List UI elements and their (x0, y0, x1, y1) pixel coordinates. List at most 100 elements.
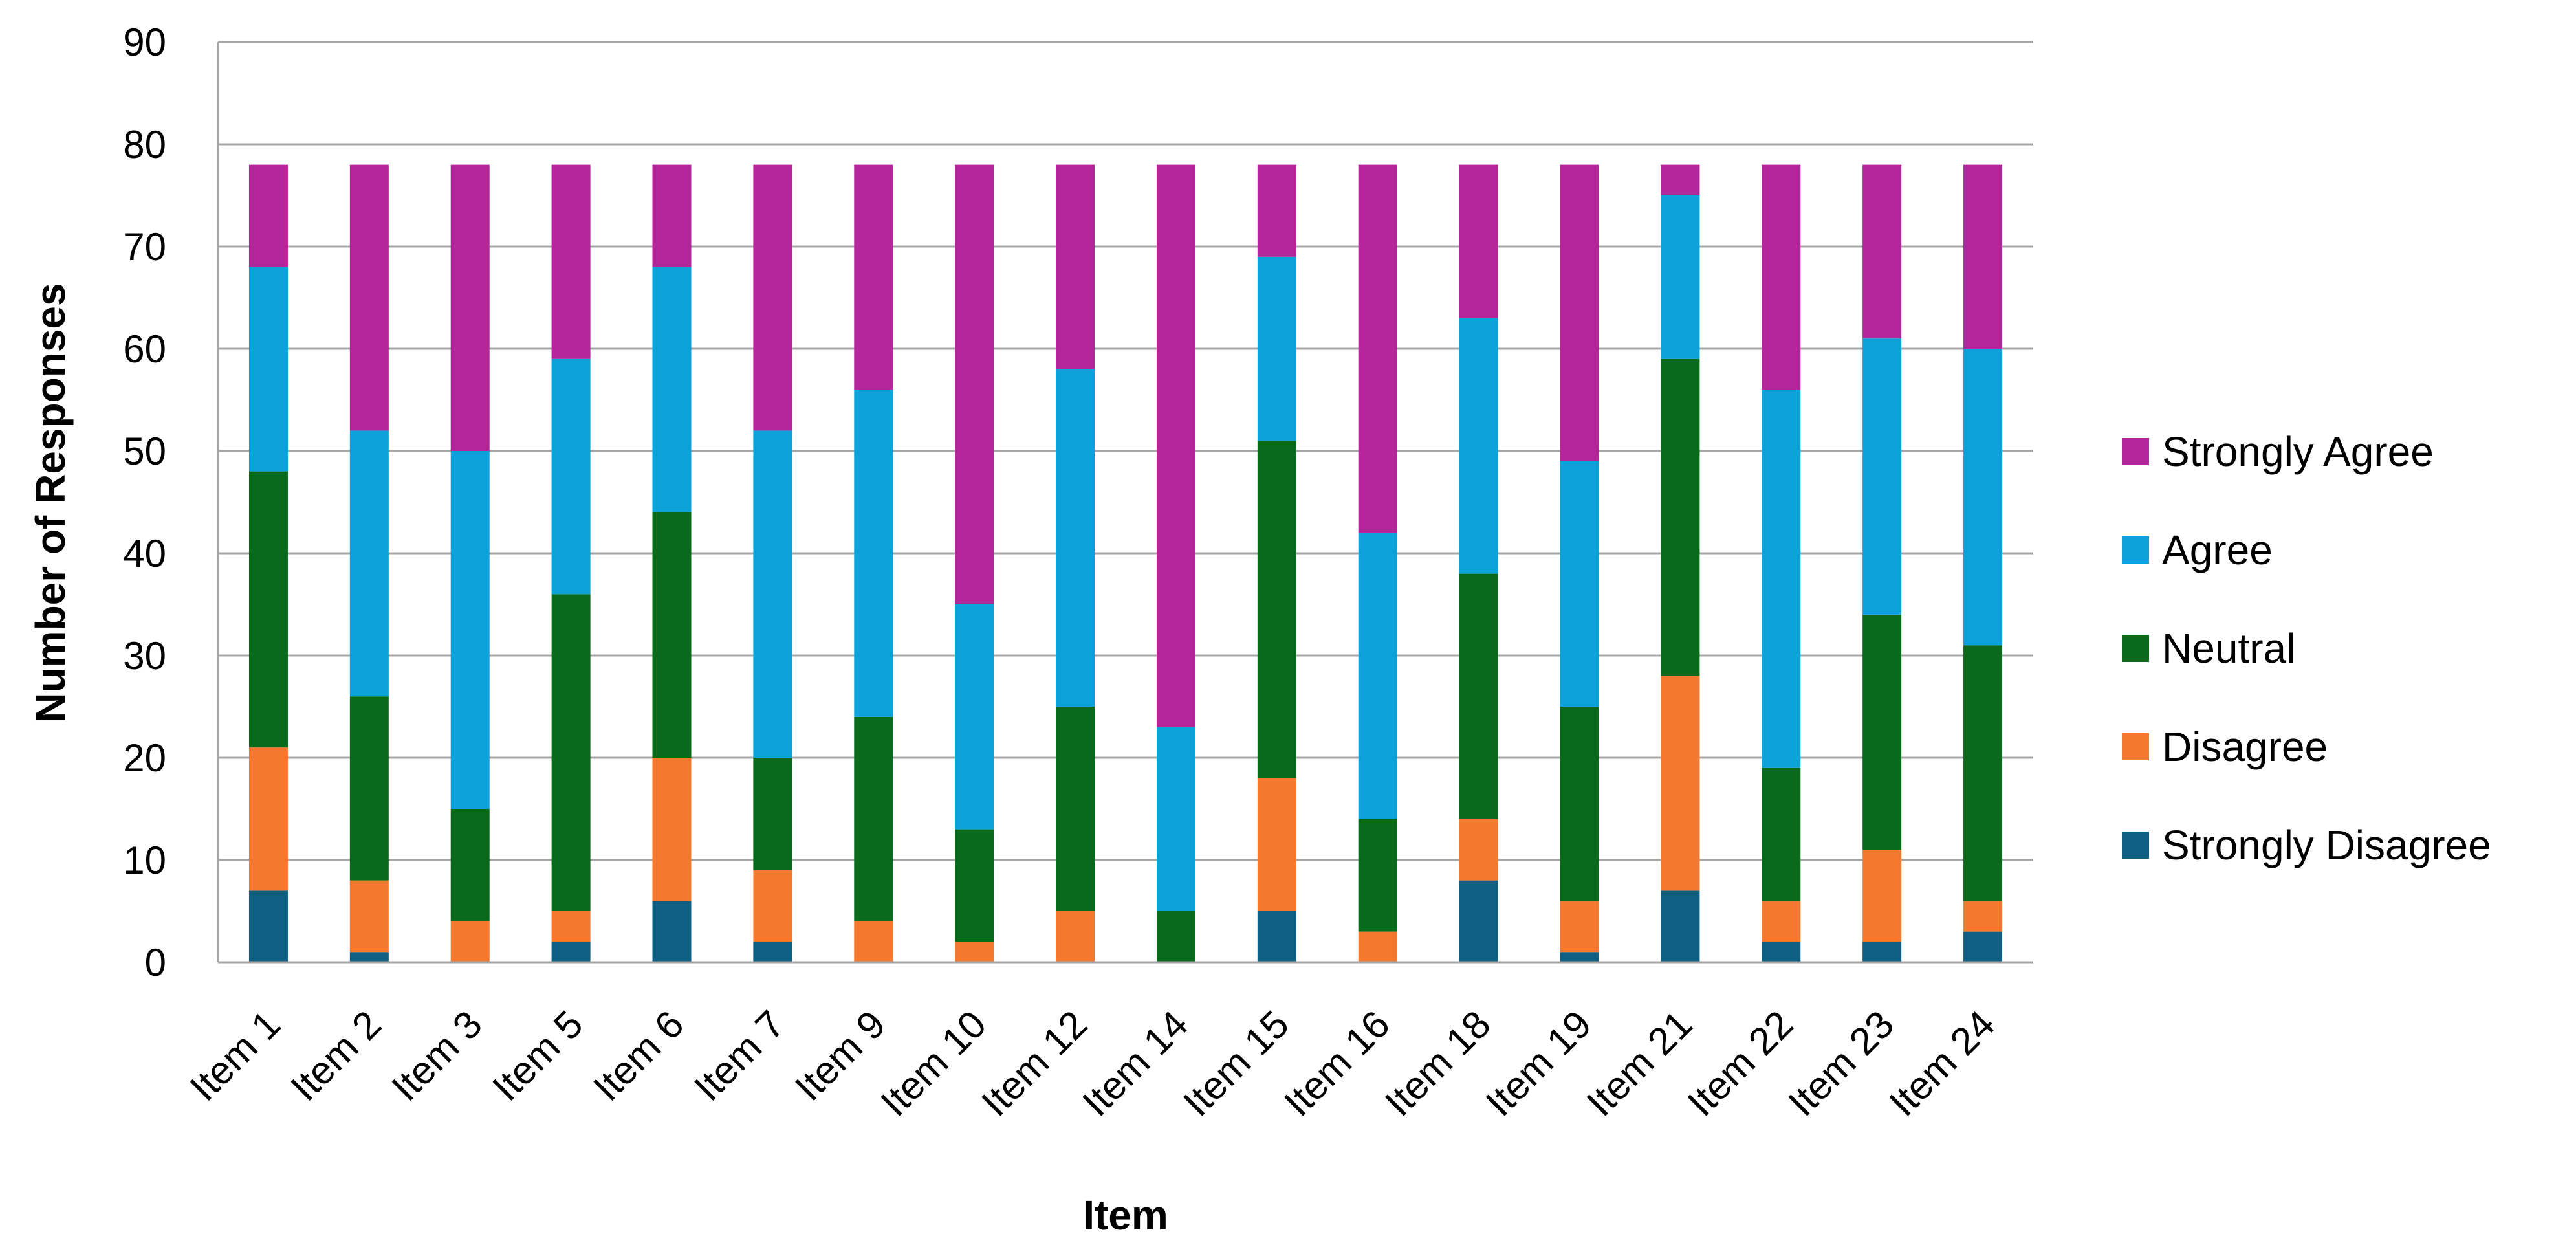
bar-segment-neutral (551, 594, 591, 911)
bar-segment-agree (1459, 318, 1498, 574)
bar-segment-neutral (349, 696, 389, 881)
bar-segment-neutral (753, 758, 792, 870)
bar-segment-strongly-disagree (1560, 952, 1599, 962)
bar-segment-strongly-disagree (551, 942, 591, 962)
x-tick-label: Item 24 (1881, 1002, 2003, 1125)
bar-segment-disagree (652, 758, 692, 901)
legend-swatch (2122, 536, 2149, 564)
bar-segment-disagree (854, 921, 893, 962)
y-tick-label: 30 (123, 634, 166, 678)
bar-segment-neutral (1358, 819, 1397, 932)
x-tick-label: Item 14 (1074, 1002, 1196, 1125)
y-axis-title: Number of Responses (27, 283, 74, 722)
bar-segment-neutral (1257, 441, 1296, 778)
bar-segment-strongly-agree (1560, 164, 1599, 461)
x-tick-label: Item 22 (1679, 1002, 1802, 1125)
bar-segment-disagree (753, 870, 792, 942)
bar-segment-strongly-agree (1661, 164, 1700, 195)
legend-item: Neutral (2122, 625, 2295, 672)
legend-label: Agree (2162, 527, 2273, 573)
bar-segment-neutral (1661, 358, 1700, 676)
y-tick-label: 50 (123, 430, 166, 473)
bar-segment-agree (1862, 338, 1902, 615)
x-tick-label: Item 19 (1478, 1002, 1600, 1125)
bar-segment-strongly-agree (1862, 164, 1902, 339)
bar-segment-disagree (1963, 901, 2003, 932)
y-tick-label: 90 (123, 21, 166, 64)
y-tick-label: 60 (123, 327, 166, 371)
legend-label: Strongly Agree (2162, 428, 2434, 475)
bar-segment-agree (1560, 461, 1599, 707)
legend-item: Strongly Disagree (2122, 822, 2491, 868)
y-tick-label: 40 (123, 532, 166, 575)
bar-segment-strongly-agree (450, 164, 490, 451)
x-tick-label: Item 16 (1276, 1002, 1398, 1125)
bar-segment-disagree (248, 747, 288, 891)
bar-segment-disagree (551, 911, 591, 942)
bar-segment-disagree (1257, 778, 1296, 911)
bar-segment-strongly-agree (551, 164, 591, 359)
bar-segment-strongly-disagree (1762, 942, 1801, 962)
legend-item: Disagree (2122, 723, 2328, 770)
y-tick-label: 70 (123, 225, 166, 269)
x-tick-label: Item 10 (872, 1002, 994, 1125)
bar-segment-agree (1661, 195, 1700, 359)
x-tick-label: Item 12 (973, 1002, 1095, 1125)
bar-segment-agree (652, 267, 692, 512)
bar-segment-neutral (652, 512, 692, 758)
bar-segment-strongly-agree (1257, 164, 1296, 257)
bar-segment-agree (551, 358, 591, 595)
bar-segment-strongly-agree (1056, 164, 1095, 369)
legend-label: Neutral (2162, 625, 2295, 672)
bar-segment-neutral (1963, 645, 2003, 901)
legend-item: Agree (2122, 527, 2273, 573)
y-tick-label: 80 (123, 123, 166, 166)
bar-segment-neutral (1762, 767, 1801, 901)
bar-segment-neutral (248, 471, 288, 748)
x-axis-title: Item (1083, 1192, 1168, 1239)
x-tick-label: Item 6 (585, 1002, 692, 1109)
legend: Strongly Agree Agree Neutral Disagree Strong… (2122, 428, 2491, 868)
bar-segment-disagree (1862, 850, 1902, 942)
bar-segment-disagree (1661, 676, 1700, 891)
bar-segment-disagree (1560, 901, 1599, 953)
bar-segment-strongly-disagree (248, 890, 288, 962)
x-tick-label: Item 2 (283, 1002, 389, 1109)
bar-segment-neutral (854, 716, 893, 921)
bar-segment-neutral (450, 809, 490, 921)
legend-label: Disagree (2162, 723, 2328, 770)
bar-segment-disagree (1762, 901, 1801, 942)
x-tick-label: Item 18 (1377, 1002, 1499, 1125)
bar-segment-strongly-agree (1358, 164, 1397, 533)
bar-segment-strongly-agree (1762, 164, 1801, 390)
x-tick-label: Item 23 (1780, 1002, 1902, 1125)
bar-segment-agree (1056, 369, 1095, 707)
bar-segment-neutral (1862, 614, 1902, 850)
bar-segment-agree (955, 604, 994, 830)
bar-segment-strongly-agree (248, 164, 288, 267)
y-tick-label: 0 (145, 941, 166, 984)
bar-segment-agree (753, 430, 792, 758)
legend-item: Strongly Agree (2122, 428, 2434, 475)
legend-swatch (2122, 733, 2149, 760)
bar-segment-agree (854, 390, 893, 717)
bar-segment-agree (1257, 256, 1296, 441)
bar-segment-strongly-agree (652, 164, 692, 267)
bar-segment-strongly-disagree (349, 952, 389, 962)
bar-segment-strongly-disagree (1257, 911, 1296, 962)
bar-segment-strongly-disagree (1661, 890, 1700, 962)
bar-segment-strongly-agree (1459, 164, 1498, 318)
bar-segment-neutral (1156, 911, 1195, 962)
legend-swatch (2122, 635, 2149, 662)
bar-segment-disagree (1056, 911, 1095, 962)
bar-segment-neutral (1056, 707, 1095, 911)
x-tick-label: Item 5 (485, 1002, 591, 1109)
bar-segment-agree (450, 451, 490, 809)
bar-segment-strongly-agree (1156, 164, 1195, 727)
bar-segment-agree (1963, 349, 2003, 646)
x-tick-label: Item 21 (1578, 1002, 1701, 1125)
bar-segment-agree (1358, 533, 1397, 819)
bar-segment-strongly-disagree (1459, 880, 1498, 962)
y-tick-label: 20 (123, 736, 166, 780)
